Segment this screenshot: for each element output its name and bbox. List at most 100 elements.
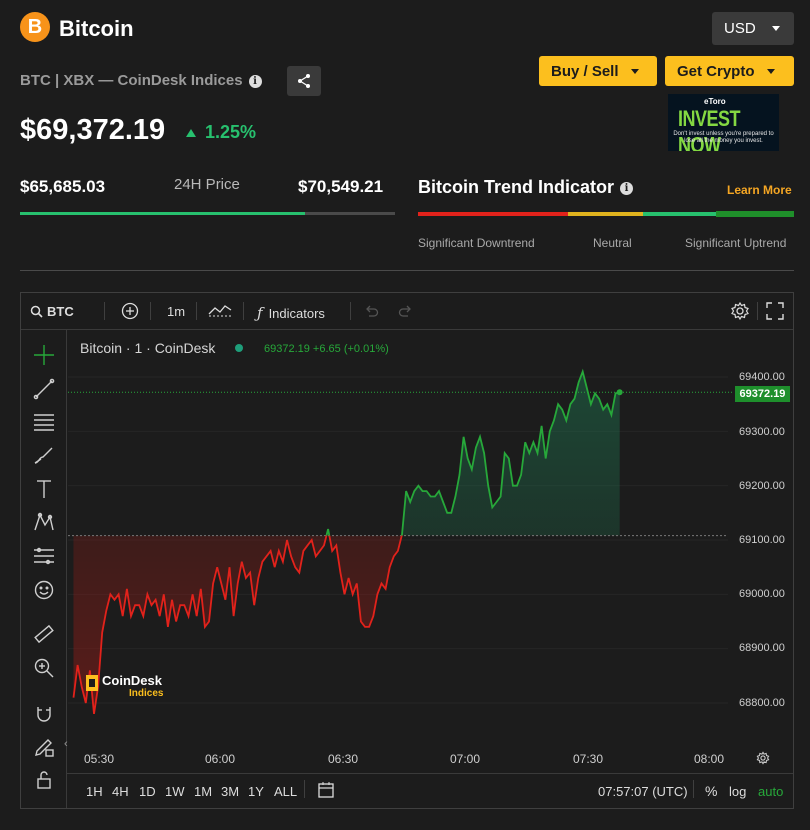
range-button-1m[interactable]: 1M (194, 784, 213, 799)
price-chart[interactable] (68, 331, 792, 771)
undo-button[interactable] (363, 304, 379, 323)
x-axis-tick: 07:30 (573, 752, 604, 766)
fullscreen-icon (766, 302, 784, 320)
coindesk-logo-icon (86, 675, 98, 691)
collapse-panel-icon[interactable]: ‹ (64, 738, 68, 750)
log-scale-toggle[interactable]: log (729, 784, 747, 799)
interval-button[interactable]: 1m (167, 304, 186, 319)
drawing-tools-panel (21, 330, 67, 808)
zoom-tool[interactable] (31, 657, 57, 679)
etoro-ad-banner[interactable]: eToro INVEST NOW Don't invest unless you… (668, 94, 779, 151)
info-icon[interactable]: i (248, 74, 262, 88)
price-change: 1.25% (186, 122, 256, 143)
range-button-1h[interactable]: 1H (86, 784, 103, 799)
horizontal-lines-icon (34, 414, 54, 431)
indicators-button[interactable]: ƒ Indicators (257, 304, 325, 322)
toolbar-separator (304, 780, 305, 798)
section-divider (20, 270, 794, 271)
toolbar-separator (693, 780, 694, 798)
plus-circle-icon (121, 302, 139, 320)
settings-button[interactable] (730, 301, 750, 326)
range-button-1w[interactable]: 1W (165, 784, 185, 799)
y-axis-tick: 69300.00 (739, 426, 785, 438)
range-button-1d[interactable]: 1D (139, 784, 156, 799)
lock-tool[interactable] (31, 769, 57, 791)
smiley-icon (34, 580, 54, 600)
trend-label-downtrend: Significant Downtrend (418, 236, 535, 250)
ad-headline: INVEST NOW (678, 106, 741, 151)
learn-more-link[interactable]: Learn More (727, 183, 792, 197)
magnet-tool[interactable] (31, 703, 57, 725)
indicators-label: Indicators (268, 305, 325, 321)
compare-symbol-button[interactable] (121, 302, 139, 325)
y-axis-tick: 68800.00 (739, 697, 785, 709)
gear-icon (731, 301, 749, 321)
price-line-up (325, 368, 620, 536)
text-tool[interactable] (31, 478, 57, 500)
range-low: $65,685.03 (20, 177, 106, 196)
symbol-text: BTC (47, 304, 74, 319)
x-axis-tick: 06:00 (205, 752, 236, 766)
lock-drawing-tool[interactable] (31, 736, 57, 758)
bitcoin-logo-icon: B (20, 12, 50, 42)
currency-select[interactable]: USD (712, 12, 794, 45)
y-axis-tick: 68900.00 (739, 642, 785, 654)
chart-toolbar (21, 293, 793, 330)
toolbar-separator (196, 302, 197, 320)
ad-brand: eToro (704, 97, 726, 106)
fib-tool[interactable] (31, 411, 57, 433)
pattern-tool[interactable] (31, 511, 57, 533)
range-button-3m[interactable]: 3M (221, 784, 240, 799)
auto-scale-toggle[interactable]: auto (758, 784, 784, 799)
bitcoin-glyph: B (27, 15, 43, 38)
y-axis-tick: 69100.00 (739, 534, 785, 546)
gear-icon (756, 751, 770, 765)
toolbar-separator (350, 302, 351, 320)
x-axis-tick: 05:30 (84, 752, 115, 766)
chart-bottom-bar (67, 773, 793, 808)
pattern-icon (34, 512, 54, 531)
trend-line-icon (33, 378, 55, 400)
toolbar-separator (243, 302, 244, 320)
price-line-down (72, 535, 403, 715)
utc-clock[interactable]: 07:57:07 (UTC) (598, 784, 688, 799)
calendar-icon (318, 782, 334, 798)
brush-tool[interactable] (31, 445, 57, 467)
fullscreen-button[interactable] (766, 302, 784, 325)
share-button[interactable] (287, 66, 321, 96)
ad-disclaimer: Don't invest unless you're prepared to l… (673, 131, 774, 144)
redo-button[interactable] (398, 304, 414, 323)
share-icon (298, 74, 310, 88)
toolbar-separator (104, 302, 105, 320)
range-bar-fill (20, 212, 305, 215)
toolbar-separator (150, 302, 151, 320)
range-label: 24H Price (174, 176, 240, 193)
range-button-4h[interactable]: 4H (112, 784, 129, 799)
subtitle-text: BTC | XBX — CoinDesk Indices (20, 72, 243, 89)
percent-scale-toggle[interactable]: % (705, 783, 718, 799)
watermark-line1: CoinDesk (102, 673, 162, 688)
x-axis-tick: 07:00 (450, 752, 481, 766)
search-icon (30, 305, 43, 318)
chart-type-button[interactable] (208, 303, 232, 324)
pencil-lock-icon (35, 739, 54, 757)
ruler-tool[interactable] (31, 623, 57, 645)
emoji-tool[interactable] (31, 579, 57, 601)
get-crypto-button[interactable]: Get Crypto (665, 56, 794, 86)
trend-line-tool[interactable] (31, 378, 57, 400)
go-to-date-button[interactable] (317, 781, 335, 804)
trend-title-text: Bitcoin Trend Indicator (418, 177, 615, 197)
axis-settings-button[interactable] (756, 751, 770, 770)
range-button-all[interactable]: ALL (274, 784, 298, 799)
symbol-search[interactable]: BTC (30, 304, 74, 319)
buy-sell-button[interactable]: Buy / Sell (539, 56, 657, 86)
crosshair-tool[interactable] (31, 344, 57, 366)
area-fill-below (73, 535, 402, 714)
area-chart-icon (208, 305, 232, 317)
measure-lines-icon (34, 547, 54, 565)
redo-icon (398, 305, 411, 317)
range-button-1y[interactable]: 1Y (248, 784, 264, 799)
prediction-tool[interactable] (31, 545, 57, 567)
zoom-in-icon (34, 658, 54, 678)
info-icon[interactable]: i (620, 181, 634, 195)
